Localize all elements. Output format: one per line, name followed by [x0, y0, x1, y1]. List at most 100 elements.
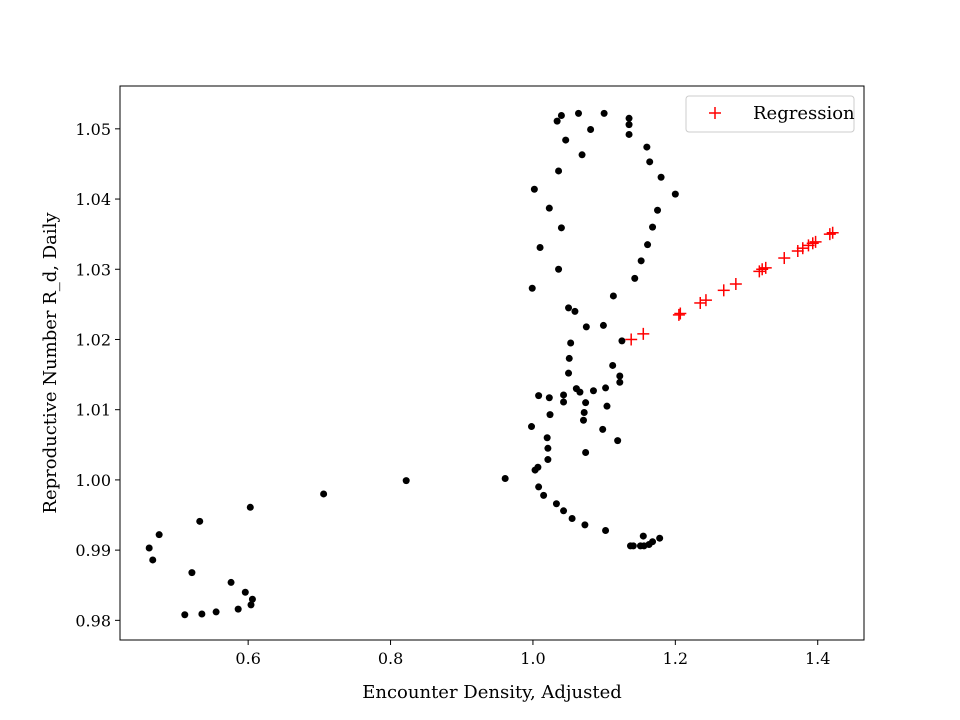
data-point [567, 339, 575, 347]
data-point [181, 611, 189, 619]
data-point [155, 531, 163, 539]
data-point [188, 569, 196, 577]
data-point [649, 223, 657, 231]
data-point [212, 608, 220, 616]
regression-point [823, 228, 836, 241]
data-point [544, 444, 552, 452]
data-point [248, 595, 256, 603]
data-point [320, 490, 328, 498]
data-point [644, 241, 652, 249]
data-point [149, 556, 157, 564]
data-point [241, 588, 249, 596]
regression-point [826, 226, 839, 239]
legend: Regression [685, 95, 855, 133]
y-tick-label: 1.01 [75, 401, 111, 420]
data-point [582, 323, 590, 331]
data-point [618, 337, 626, 345]
data-point [587, 126, 595, 134]
plot-area [120, 86, 864, 640]
x-tick-label: 0.6 [235, 649, 260, 668]
data-point [546, 411, 554, 419]
data-point [560, 398, 568, 406]
data-point [540, 491, 548, 499]
x-axis-label: Encounter Density, Adjusted [362, 682, 622, 703]
data-point [616, 372, 624, 380]
y-axis-label: Reproductive Number R_d, Daily [40, 212, 61, 514]
y-tick-label: 1.05 [75, 120, 111, 139]
data-point [582, 449, 590, 457]
data-point [196, 517, 204, 525]
data-point [246, 503, 254, 511]
data-point [562, 136, 570, 144]
data-point [602, 384, 610, 392]
legend-label-regression: Regression [753, 103, 855, 124]
data-point [599, 321, 607, 329]
data-point [528, 423, 536, 431]
data-point [654, 206, 662, 214]
x-tick-label: 1.4 [805, 649, 830, 668]
data-point [553, 117, 561, 125]
regression-point [672, 308, 685, 321]
regression-point [625, 333, 638, 346]
data-point [575, 109, 583, 117]
regression-point [809, 235, 822, 248]
data-point [580, 409, 588, 417]
data-point [656, 534, 664, 542]
data-point [534, 463, 542, 471]
data-point [578, 151, 586, 159]
data-point [599, 425, 607, 433]
data-point [625, 121, 633, 129]
data-point [535, 392, 543, 400]
x-tick-label: 0.8 [378, 649, 403, 668]
data-point [544, 456, 552, 464]
data-point [543, 434, 551, 442]
regression-point [759, 261, 772, 274]
data-point [557, 224, 565, 232]
x-tick-label: 1.0 [520, 649, 545, 668]
regression-point [699, 294, 712, 307]
data-point [565, 304, 573, 312]
plot-frame [119, 85, 865, 641]
data-point [234, 605, 242, 613]
data-point [582, 399, 590, 407]
data-point [616, 378, 624, 386]
data-point [571, 307, 579, 315]
data-point [646, 158, 654, 166]
y-tick-label: 1.02 [75, 330, 111, 349]
regression-point [806, 237, 819, 250]
data-point [227, 578, 235, 586]
x-axis-ticks: 0.6 0.8 1.0 1.2 1.4 [235, 640, 830, 668]
data-point [657, 173, 665, 181]
data-point [501, 475, 509, 483]
data-point [535, 483, 543, 491]
data-point [631, 274, 639, 282]
points-layer [145, 109, 839, 619]
regression-point [753, 265, 766, 278]
data-point [555, 265, 563, 273]
data-point [589, 387, 597, 395]
data-point [609, 292, 617, 300]
y-axis-ticks: 0.98 0.99 1.00 1.01 1.02 1.03 1.04 1.05 [75, 120, 120, 630]
data-point [557, 111, 565, 119]
data-point [536, 243, 544, 251]
y-tick-label: 0.99 [75, 541, 111, 560]
data-point [565, 369, 573, 377]
data-point [609, 361, 617, 369]
data-point [600, 109, 608, 117]
regression-point [717, 284, 730, 297]
legend-box [685, 95, 855, 133]
regression-point [796, 242, 809, 255]
data-point [639, 532, 647, 540]
data-point [530, 185, 538, 193]
data-point [247, 601, 255, 609]
data-point [545, 204, 553, 212]
data-point [579, 416, 587, 424]
data-point [581, 521, 589, 529]
y-tick-label: 1.03 [75, 260, 111, 279]
data-point [545, 394, 553, 402]
data-point [528, 284, 536, 292]
data-point [671, 190, 679, 198]
data-point [565, 354, 573, 362]
data-point [560, 507, 568, 515]
